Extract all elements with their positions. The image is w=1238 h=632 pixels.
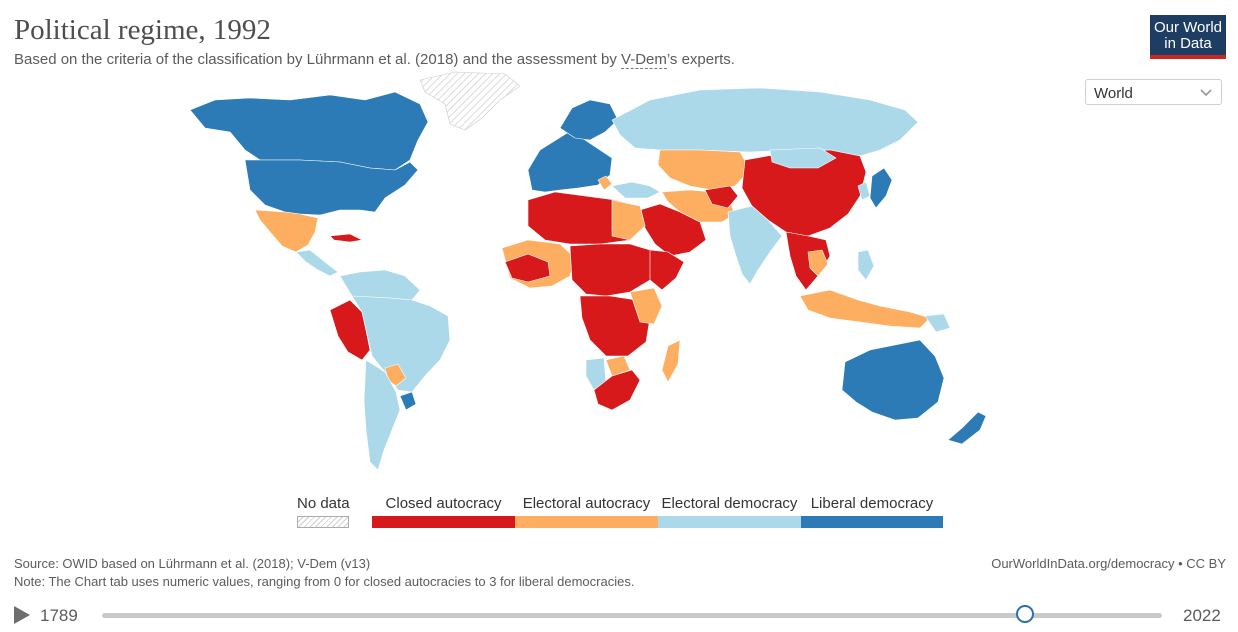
logo-bar [1150, 55, 1226, 59]
region-peru [329, 299, 371, 361]
vdem-link[interactable]: V-Dem [621, 51, 667, 69]
chevron-down-icon [1200, 89, 1212, 97]
region-australia [841, 339, 945, 421]
region-brazil [351, 295, 451, 393]
region-north-america-north [189, 91, 429, 171]
region-korea [857, 181, 871, 201]
legend-swatch-electoral-democracy[interactable] [658, 516, 801, 528]
region-south-america-north [339, 269, 421, 301]
region-central-asia [657, 149, 751, 191]
legend-swatch-closed-autocracy[interactable] [372, 516, 515, 528]
owid-logo[interactable]: Our World in Data [1150, 15, 1226, 59]
legend-swatch-liberal-democracy[interactable] [801, 516, 943, 528]
play-icon[interactable] [14, 606, 30, 624]
subtitle-text: Based on the criteria of the classificat… [14, 51, 622, 68]
legend-swatch-no-data[interactable] [297, 516, 349, 528]
region-usa [244, 159, 419, 216]
note-text: Note: The Chart tab uses numeric values,… [14, 574, 635, 589]
region-horn-of-africa [649, 249, 685, 291]
region-thailand [807, 249, 829, 277]
region-png [924, 313, 951, 333]
chart-subtitle: Based on the criteria of the classificat… [14, 51, 735, 69]
region-uruguay [399, 391, 417, 411]
region-cuba [329, 233, 363, 243]
region-greenland [419, 71, 521, 131]
legend: No data Closed autocracy Electoral autoc… [0, 495, 1238, 535]
region-indonesia [799, 289, 931, 329]
credit-link[interactable]: OurWorldInData.org/democracy • CC BY [991, 556, 1226, 571]
region-select[interactable]: World [1085, 79, 1222, 105]
legend-label-electoral-democracy: Electoral democracy [661, 495, 798, 512]
legend-label-no-data: No data [297, 495, 350, 512]
timeline-start-year[interactable]: 1789 [40, 606, 78, 625]
region-india [727, 205, 783, 285]
timeline-thumb[interactable] [1016, 605, 1034, 623]
region-western-europe [527, 129, 613, 193]
region-congo [579, 295, 651, 357]
region-botswana [605, 355, 631, 377]
logo-line2: in Data [1164, 35, 1212, 52]
timeline-track[interactable] [102, 613, 1162, 618]
chart-title: Political regime, 1992 [14, 14, 271, 46]
region-mexico [254, 209, 319, 253]
region-turkey [611, 181, 661, 199]
legend-label-electoral-autocracy: Electoral autocracy [522, 495, 651, 512]
region-mongolia [769, 147, 837, 169]
region-central-africa [569, 243, 663, 297]
source-text: Source: OWID based on Lührmann et al. (2… [14, 556, 371, 571]
region-madagascar [661, 339, 681, 383]
region-scandinavia [559, 99, 619, 141]
subtitle-suffix: ’s experts. [666, 51, 735, 68]
region-balkans [597, 175, 613, 191]
timeline-end-year[interactable]: 2022 [1183, 606, 1221, 625]
legend-swatch-electoral-autocracy[interactable] [515, 516, 658, 528]
region-select-value: World [1094, 85, 1133, 102]
legend-label-liberal-democracy: Liberal democracy [810, 495, 934, 512]
region-southern-cone [363, 359, 401, 471]
region-japan [869, 167, 893, 209]
region-new-zealand [947, 411, 987, 445]
region-philippines [857, 249, 875, 281]
region-west-africa-closed [504, 253, 551, 283]
legend-label-closed-autocracy: Closed autocracy [385, 495, 502, 512]
region-egypt [611, 199, 646, 241]
region-east-africa [629, 287, 663, 325]
world-map [189, 71, 987, 471]
logo-line1: Our World [1153, 19, 1223, 36]
region-central-america [295, 249, 339, 277]
region-russia [611, 87, 919, 157]
region-afghanistan [704, 185, 739, 209]
